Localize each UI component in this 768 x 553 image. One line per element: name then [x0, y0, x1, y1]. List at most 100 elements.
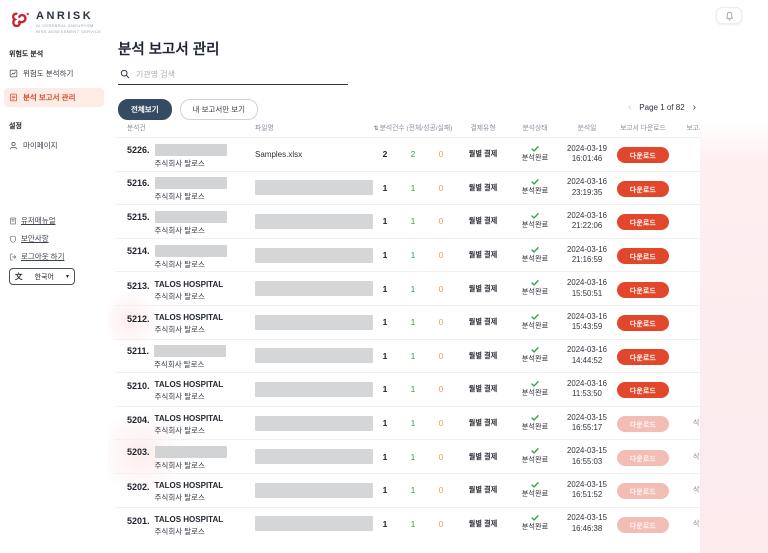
delete-report-button[interactable] [699, 351, 700, 361]
search-input[interactable] [136, 69, 326, 79]
download-button[interactable]: 다운로드 [617, 416, 669, 433]
status-cell: 분석완료 [511, 414, 559, 432]
download-cell: 다운로드 [615, 515, 671, 533]
table-body: 5226. 주식회사 탈로스 Samples.xlsx 2 2 0 월별 결제 … [115, 137, 700, 540]
view-all-button[interactable]: 전체보기 [118, 99, 172, 120]
delete-report-button[interactable] [699, 216, 700, 226]
notifications-button[interactable] [716, 7, 742, 24]
analysis-cell: 5201. TALOS HOSPITAL 주식회사 탈로스 [115, 511, 243, 537]
delete-report-button[interactable] [699, 284, 700, 294]
download-button[interactable]: 다운로드 [617, 483, 669, 500]
count-success: 1 [410, 317, 416, 328]
delete-cell: 삭제됨 [671, 452, 700, 462]
analysis-time: 14:44:52 [571, 355, 603, 365]
payment-type: 월별 결제 [468, 518, 498, 528]
download-button[interactable]: 다운로드 [617, 248, 669, 265]
org-company: 주식회사 탈로스 [154, 225, 205, 235]
date-cell: 2024-03-16 15:43:59 [559, 312, 615, 333]
redacted-org-name [154, 345, 227, 358]
table-row: 5211. 주식회사 탈로스 1 1 0 월별 결제 분석완료 2024-03-… [115, 338, 700, 373]
security-link[interactable]: 보안사항 [9, 233, 64, 244]
next-page-icon[interactable]: › [692, 102, 696, 113]
org-name: TALOS HOSPITAL [154, 414, 224, 424]
download-button[interactable]: 다운로드 [617, 315, 669, 332]
count-success: 1 [410, 518, 416, 529]
bell-icon [725, 11, 733, 20]
table-row: 5201. TALOS HOSPITAL 주식회사 탈로스 1 1 0 월별 결… [115, 506, 700, 541]
check-icon [531, 515, 539, 521]
check-icon [531, 246, 539, 253]
delete-report-button[interactable] [699, 250, 700, 260]
download-button[interactable]: 다운로드 [617, 348, 669, 365]
file-cell [243, 314, 373, 330]
date-cell: 2024-03-15 16:51:52 [559, 480, 615, 501]
sidebar-section-risk: 위험도 분석 [9, 51, 44, 58]
page-indicator: Page 1 of 82 [639, 103, 685, 112]
download-button[interactable]: 다운로드 [617, 147, 669, 164]
count-total: 1 [382, 182, 388, 193]
redacted-file-name [255, 482, 373, 498]
table-row: 5214. 주식회사 탈로스 1 1 0 월별 결제 분석완료 2024-03-… [115, 237, 700, 272]
count-total: 1 [382, 518, 388, 529]
status-cell: 분석완료 [511, 381, 559, 398]
download-button[interactable]: 다운로드 [617, 382, 669, 399]
sidebar-item-analyze[interactable]: 위험도 분석하기 [4, 64, 104, 83]
delete-cell [671, 384, 700, 394]
brand-name: ANRISK [36, 10, 94, 22]
status-text: 분석완료 [521, 455, 549, 465]
status-text: 분석완료 [521, 421, 549, 431]
org-name: TALOS HOSPITAL [154, 313, 224, 323]
org-company: 주식회사 탈로스 [154, 426, 205, 436]
sidebar-section-settings: 설정 [9, 123, 22, 130]
payment-type: 월별 결제 [468, 182, 498, 192]
download-cell: 다운로드 [615, 448, 671, 466]
redacted-file-name [255, 213, 373, 229]
org-name: TALOS HOSPITAL [154, 481, 224, 491]
logout-link[interactable]: 로그아웃 하기 [9, 251, 64, 262]
redacted-file-name [255, 348, 373, 364]
date-cell: 2024-03-19 16:01:46 [559, 144, 615, 165]
status-text: 분석완료 [521, 387, 549, 397]
sidebar-item-reports[interactable]: 분석 보고서 관리 [4, 88, 104, 107]
delete-report-button[interactable] [699, 317, 700, 327]
org-company: 주식회사 탈로스 [154, 461, 205, 471]
user-manual-link[interactable]: 유저매뉴얼 [9, 215, 64, 226]
delete-report-button[interactable] [699, 384, 700, 394]
analysis-icon [9, 69, 18, 78]
trash-icon [699, 218, 700, 220]
status-cell: 분석완료 [511, 213, 559, 230]
my-reports-button[interactable]: 내 보고서만 보기 [179, 99, 259, 120]
table-row: 5213. TALOS HOSPITAL 주식회사 탈로스 1 1 0 월별 결… [115, 271, 700, 305]
org-company: 주식회사 탈로스 [154, 392, 205, 402]
count-success: 1 [410, 216, 416, 227]
prev-page-icon[interactable]: ‹ [627, 102, 632, 113]
status-text: 분석완료 [521, 219, 549, 229]
payment-type: 월별 결제 [468, 451, 498, 461]
download-cell: 다운로드 [615, 246, 671, 265]
deleted-status-text: 삭제됨 [692, 418, 700, 428]
count-success: 1 [410, 451, 416, 462]
analysis-cell: 5203. 주식회사 탈로스 [115, 442, 243, 471]
status-text: 분석완료 [521, 354, 549, 364]
download-button[interactable]: 다운로드 [617, 516, 669, 533]
delete-report-button[interactable] [699, 183, 700, 193]
download-button[interactable]: 다운로드 [617, 449, 669, 466]
download-button[interactable]: 다운로드 [617, 180, 669, 197]
page-title: 분석 보고서 관리 [118, 42, 220, 58]
sidebar-item-mypage[interactable]: 마이페이지 [4, 136, 104, 155]
app-logo[interactable]: ANRISK AI CEREBRAL ANEURYSM RISK ASSESSM… [0, 0, 108, 35]
delete-cell [671, 250, 700, 260]
file-cell [243, 415, 373, 431]
download-button[interactable]: 다운로드 [617, 281, 669, 298]
delete-report-button[interactable] [699, 149, 700, 159]
col-header-analysis: 분석건 [127, 125, 146, 132]
language-selector[interactable]: 文 한국어 ▾ [9, 268, 75, 285]
download-button[interactable]: 다운로드 [617, 214, 669, 231]
delete-cell [671, 216, 700, 226]
org-company: 주식회사 탈로스 [154, 158, 205, 168]
payment-type: 월별 결제 [468, 216, 498, 226]
redacted-file-name [255, 415, 373, 431]
col-header-counts[interactable]: ⇅분석건수 (전체/성공/실패) [373, 125, 453, 132]
redacted-org-name [154, 143, 227, 156]
check-icon [531, 347, 539, 353]
